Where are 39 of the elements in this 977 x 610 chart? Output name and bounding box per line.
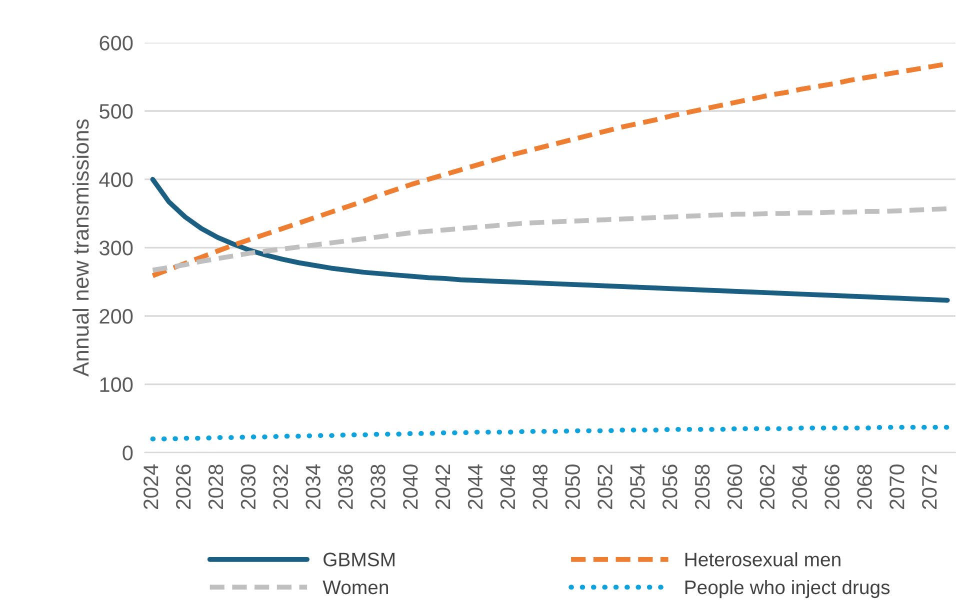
x-tick-label: 2024 (144, 464, 158, 510)
x-tick-label: 2068 (857, 464, 872, 510)
y-tick-label: 100 (100, 377, 133, 392)
x-tick-label: 2044 (468, 464, 483, 510)
x-tick-label: 2048 (532, 464, 548, 510)
x-tick-label: 2058 (694, 464, 710, 510)
y-tick-label: 200 (100, 308, 133, 324)
legend-label: People who inject drugs (685, 580, 890, 598)
x-tick-label: 2034 (306, 464, 320, 510)
x-tick-label: 2042 (435, 464, 450, 510)
y-tick-label: 400 (99, 172, 133, 188)
x-tick-label: 2026 (176, 464, 191, 510)
legend-label: GBMSM (324, 552, 394, 566)
x-tick-label: 2030 (240, 464, 256, 510)
x-tick-label: 2028 (208, 464, 224, 510)
y-tick-label: 300 (100, 240, 133, 256)
line-series (150, 424, 950, 442)
x-tick-label: 2046 (500, 464, 516, 510)
x-tick-label: 2040 (403, 464, 418, 510)
y-axis-title: Annual new transmissions (72, 119, 89, 377)
x-tick-label: 2064 (792, 464, 808, 510)
x-tick-label: 2062 (760, 464, 775, 510)
x-tick-label: 2072 (922, 464, 937, 510)
x-tick-label: 2070 (890, 464, 904, 510)
y-tick-label: 500 (100, 104, 133, 119)
x-tick-label: 2038 (370, 464, 386, 510)
line-series (150, 176, 950, 303)
y-tick-label: 0 (122, 446, 133, 460)
x-tick-label: 2054 (630, 464, 645, 510)
x-tick-label: 2056 (662, 464, 678, 510)
x-tick-label: 2066 (824, 464, 840, 510)
legend-label: Women (322, 580, 388, 594)
x-tick-label: 2052 (598, 464, 612, 510)
x-tick-label: 2032 (273, 464, 288, 510)
x-tick-label: 2036 (338, 464, 353, 510)
x-tick-label: 2050 (565, 464, 580, 510)
y-tick-label: 600 (100, 36, 133, 50)
legend-label: Heterosexual men (685, 552, 840, 566)
x-tick-label: 2060 (727, 464, 742, 510)
